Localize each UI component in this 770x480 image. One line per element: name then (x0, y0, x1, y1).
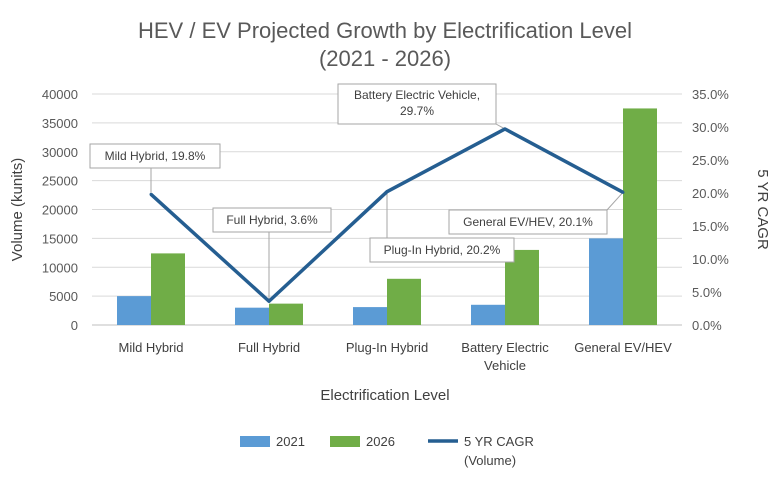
bar-2026-0 (151, 253, 185, 325)
legend-swatch-1 (330, 436, 360, 447)
x-tick-label-4-0: General EV/HEV (574, 340, 672, 355)
x-tick-label-0-0: Mild Hybrid (118, 340, 183, 355)
y2-tick-label-6: 30.0% (692, 120, 729, 135)
legend-label-0-0: 2021 (276, 434, 305, 449)
y-tick-label-4: 20000 (42, 203, 78, 218)
annotation-label-3-1: 29.7% (400, 104, 434, 118)
y-axis-label: Volume (kunits) (9, 158, 26, 261)
bar-2021-2 (353, 307, 387, 325)
bar-2021-1 (235, 307, 269, 325)
x-tick-label-3-0: Battery Electric (461, 340, 549, 355)
line-point-0 (149, 192, 153, 196)
y2-tick-label-5: 25.0% (692, 153, 729, 168)
chart-title-line-0: HEV / EV Projected Growth by Electrifica… (138, 18, 632, 43)
bar-2026-4 (623, 108, 657, 325)
annotation-box-3 (337, 83, 497, 125)
chart-title-line-1: (2021 - 2026) (319, 46, 451, 71)
y2-tick-label-1: 5.0% (692, 285, 722, 300)
y-tick-label-5: 25000 (42, 174, 78, 189)
bar-2021-0 (117, 296, 151, 325)
annotation-leader-4 (606, 192, 624, 211)
bar-2026-1 (269, 303, 303, 325)
annotation-box-1 (212, 207, 332, 233)
line-point-4 (621, 190, 625, 194)
x-tick-label-3-1: Vehicle (484, 358, 526, 373)
annotation-box-2 (369, 237, 515, 263)
annotation-label-2-0: Plug-In Hybrid, 20.2% (384, 243, 501, 257)
y2-tick-label-0: 0.0% (692, 318, 722, 333)
y-tick-label-3: 15000 (42, 231, 78, 246)
line-point-2 (385, 190, 389, 194)
bar-2026-2 (387, 278, 421, 325)
y2-tick-label-2: 10.0% (692, 252, 729, 267)
bar-2021-4 (589, 238, 623, 325)
annotation-box-0 (89, 143, 221, 169)
y-tick-label-0: 0 (71, 318, 78, 333)
legend-label-2-0: 5 YR CAGR (464, 434, 534, 449)
legend-swatch-0 (240, 436, 270, 447)
annotation-label-0-0: Mild Hybrid, 19.8% (105, 149, 206, 163)
y2-tick-label-4: 20.0% (692, 186, 729, 201)
y-tick-label-8: 40000 (42, 87, 78, 102)
x-axis-label: Electrification Level (320, 387, 449, 404)
bar-2021-3 (471, 304, 505, 325)
y-tick-label-7: 35000 (42, 116, 78, 131)
annotation-label-1-0: Full Hybrid, 3.6% (226, 213, 318, 227)
annotation-label-3-0: Battery Electric Vehicle, (354, 88, 480, 102)
annotation-label-4-0: General EV/HEV, 20.1% (463, 215, 593, 229)
x-tick-label-2-0: Plug-In Hybrid (346, 340, 428, 355)
line-point-3 (503, 127, 507, 131)
annotation-box-4 (448, 209, 608, 235)
y-tick-label-2: 10000 (42, 260, 78, 275)
x-tick-label-1-0: Full Hybrid (238, 340, 300, 355)
y2-tick-label-3: 15.0% (692, 219, 729, 234)
line-point-1 (267, 299, 271, 303)
y-tick-label-1: 5000 (49, 289, 78, 304)
y2-tick-label-7: 35.0% (692, 87, 729, 102)
y-tick-label-6: 30000 (42, 145, 78, 160)
y2-axis-label: 5 YR CAGR (754, 169, 770, 250)
legend-label-2-1: (Volume) (464, 453, 516, 468)
legend-label-1-0: 2026 (366, 434, 395, 449)
